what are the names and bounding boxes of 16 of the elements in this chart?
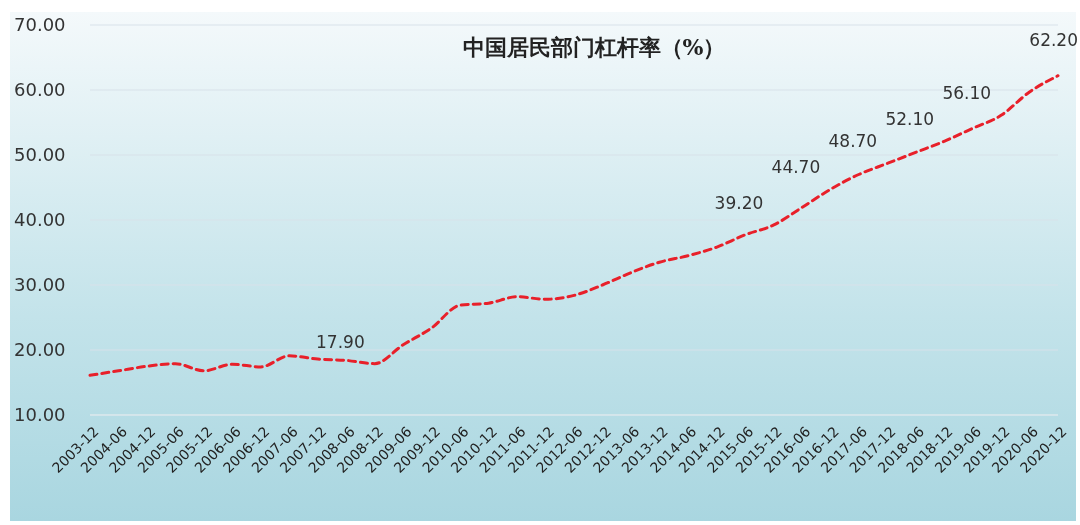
data-label: 44.70 bbox=[771, 157, 821, 178]
y-tick-label: 60.00 bbox=[14, 79, 66, 101]
data-label: 52.10 bbox=[885, 109, 935, 130]
y-tick-label: 40.00 bbox=[14, 209, 66, 231]
y-tick-label: 70.00 bbox=[14, 14, 66, 36]
y-tick-label: 10.00 bbox=[14, 404, 66, 426]
data-label: 17.90 bbox=[316, 331, 365, 352]
chart-title: 中国居民部门杠杆率（%） bbox=[462, 34, 726, 60]
line-series bbox=[88, 74, 1060, 377]
y-tick-label: 20.00 bbox=[14, 339, 66, 361]
data-label: 48.70 bbox=[828, 131, 878, 152]
data-label: 56.10 bbox=[942, 83, 992, 104]
y-tick-label: 30.00 bbox=[14, 274, 66, 296]
data-label: 62.20 bbox=[1029, 29, 1078, 50]
y-tick-label: 50.00 bbox=[14, 144, 66, 166]
data-label: 39.20 bbox=[714, 193, 764, 214]
